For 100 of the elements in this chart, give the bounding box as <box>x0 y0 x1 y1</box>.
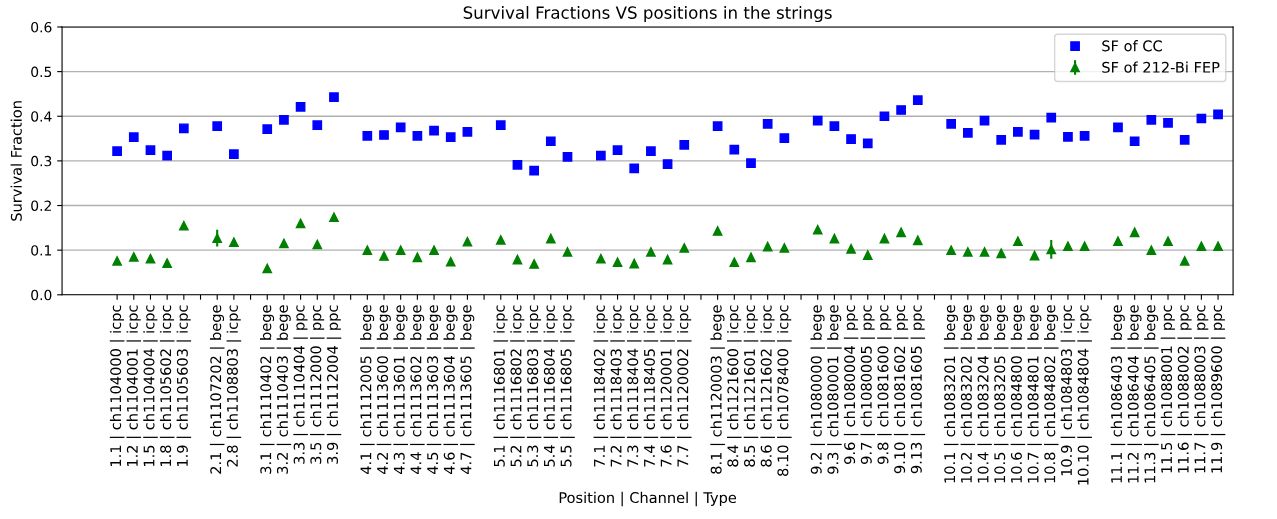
point <box>979 247 990 257</box>
x-tick-label: 7.3 | ch1118404 | icpc <box>626 305 642 467</box>
point <box>612 257 623 268</box>
point <box>712 121 723 131</box>
x-tick-label: 7.2 | ch1118403 | icpc <box>610 305 625 467</box>
x-tick-label: 11.3 | ch1086405 | bege <box>1144 305 1159 483</box>
point <box>545 136 556 147</box>
point <box>1013 127 1023 137</box>
point <box>946 245 957 256</box>
point <box>529 165 539 176</box>
x-tick-label: 10.5 | ch1083205 | bege <box>993 305 1009 483</box>
x-tick-label: 10.2 | ch1083202 | bege <box>960 305 976 483</box>
x-tick-label: 7.4 | ch1118405 | icpc <box>643 305 659 467</box>
x-tick-label: 1.8 | ch1105602 | icpc <box>159 305 175 467</box>
x-tick-label: 5.3 | ch1116803 | icpc <box>526 305 542 467</box>
point <box>962 127 973 138</box>
x-tick-label: 1.9 | ch1105603 | icpc <box>176 305 192 467</box>
x-tick-label: 8.4 | ch1121600 | icpc <box>727 305 742 467</box>
point <box>1029 250 1040 261</box>
x-tick-label: 5.2 | ch1116802 | icpc <box>510 305 525 467</box>
point <box>1013 236 1023 247</box>
point <box>462 236 473 247</box>
point <box>912 95 923 106</box>
x-tick-label: 4.3 | ch1113601 | bege <box>393 305 408 475</box>
point <box>279 114 289 125</box>
point <box>412 252 423 263</box>
point <box>379 251 389 261</box>
point <box>295 218 306 229</box>
point <box>128 251 139 262</box>
point <box>1063 131 1073 142</box>
point <box>879 233 890 244</box>
x-tick-label: 10.4 | ch1083204 | bege <box>977 305 992 483</box>
x-tick-label: 3.9 | ch1112004 | ppc <box>326 305 342 464</box>
point <box>712 226 723 236</box>
x-tick-label: 11.5 | ch1088001 | ppc <box>1160 305 1176 473</box>
point <box>595 150 606 161</box>
point <box>1079 241 1090 252</box>
point <box>946 118 957 129</box>
y-axis-title: Survival Fraction <box>10 101 22 221</box>
x-tick-label: 1.2 | ch1104001 | icpc <box>126 305 142 467</box>
point <box>662 159 673 169</box>
x-tick-label: 7.1 | ch1118402 | icpc <box>593 305 609 467</box>
point <box>862 250 873 260</box>
x-tick-label: 2.8 | ch1108803 | icpc <box>226 305 242 467</box>
y-tick-label: 0.0 <box>31 289 52 301</box>
point <box>212 233 223 243</box>
legend-label: SF of 212-Bi FEP <box>1102 61 1220 73</box>
x-tick-label: 7.6 | ch1120001 | icpc <box>660 305 675 467</box>
x-tick-label: 4.4 | ch1113602 | bege <box>410 305 425 475</box>
point <box>746 252 756 263</box>
point <box>812 115 823 126</box>
x-tick-label: 4.5 | ch1113603 | bege <box>426 305 442 475</box>
point <box>679 139 690 150</box>
point <box>846 243 856 254</box>
point <box>262 263 273 274</box>
x-tick-label: 9.10 | ch1081602 | ppc <box>893 305 909 474</box>
point <box>1063 241 1073 252</box>
x-tick-label: 11.6 | ch1088002 | ppc <box>1177 305 1192 473</box>
x-tick-label: 3.1 | ch1110402 | bege <box>259 305 275 474</box>
point <box>162 150 173 161</box>
point <box>996 135 1007 145</box>
x-tick-label: 8.1 | ch1120003 | bege <box>710 305 725 474</box>
x-tick-label: 3.5 | ch1112000 | ppc <box>309 305 325 464</box>
legend-label: SF of CC <box>1102 40 1162 52</box>
x-tick-label: 11.1 | ch1086403 | bege <box>1110 305 1126 483</box>
x-tick-label: 9.3 | ch1080001 | bege <box>827 305 842 474</box>
point <box>145 253 156 264</box>
x-axis-title: Position | Channel | Type <box>559 491 737 507</box>
point <box>1079 131 1090 141</box>
point <box>896 227 906 238</box>
point <box>512 254 523 265</box>
x-tick-label: 9.8 | ch1081600 | ppc <box>877 305 892 464</box>
x-tick-label: 11.2 | ch1086404 | bege <box>1127 305 1142 483</box>
point <box>562 247 573 257</box>
point <box>646 146 656 156</box>
point <box>912 235 923 246</box>
point <box>512 160 523 170</box>
x-tick-label: 2.1 | ch1107202 | bege <box>209 305 225 474</box>
point <box>112 146 122 156</box>
point <box>1146 114 1157 125</box>
point <box>212 121 223 131</box>
point <box>1179 135 1190 145</box>
point <box>162 258 173 268</box>
x-tick-label: 10.10 | ch1084804 | icpc <box>1077 305 1092 485</box>
point <box>629 258 640 269</box>
x-tick-label: 9.6 | ch1080004 | ppc <box>843 305 859 464</box>
point <box>1046 112 1057 123</box>
point <box>1213 241 1223 252</box>
point <box>762 118 773 129</box>
x-tick-label: 11.9 | ch1089600 | ppc <box>1210 305 1226 473</box>
x-tick-label: 5.4 | ch1116804 | icpc <box>543 305 559 467</box>
point <box>1163 236 1173 247</box>
x-tick-label: 4.1 | ch1112005 | bege <box>360 305 375 475</box>
point <box>1163 118 1173 128</box>
point <box>646 247 656 257</box>
point <box>229 149 239 160</box>
point <box>779 133 790 143</box>
x-tick-label: 11.7 | ch1088003 | ppc <box>1194 305 1209 473</box>
x-tick-label: 10.1 | ch1083201 | bege <box>943 305 959 483</box>
point <box>829 233 840 244</box>
